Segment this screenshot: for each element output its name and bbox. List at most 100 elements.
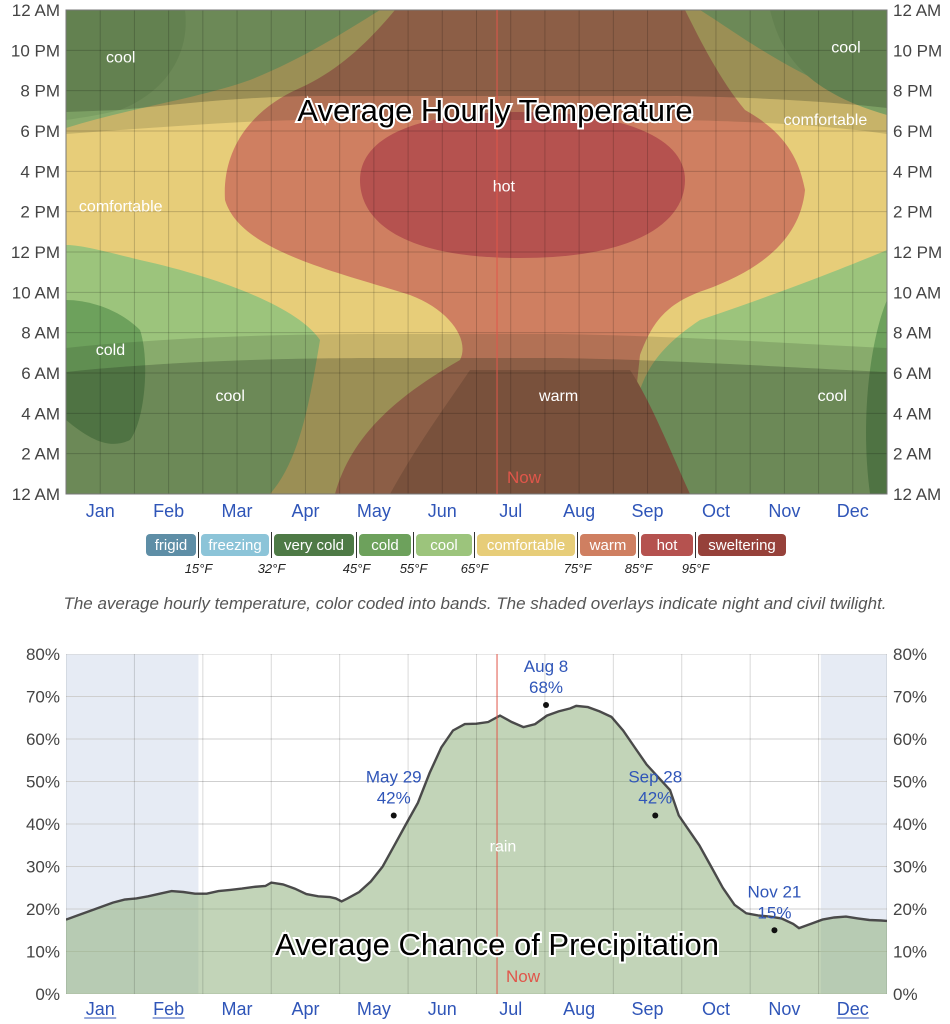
temperature-month-label: Aug	[563, 501, 595, 521]
temperature-month-label: Apr	[291, 501, 319, 521]
temperature-band-label: cool	[831, 39, 860, 56]
precip-now-label: Now	[506, 967, 541, 986]
precip-y-tick-left: 40%	[26, 815, 60, 834]
precip-annotation-date: May 29	[366, 768, 422, 787]
temperature-band-label: hot	[493, 178, 516, 195]
precip-y-tick-right: 80%	[893, 645, 927, 664]
temperature-y-tick-right: 8 AM	[893, 324, 932, 343]
precip-annotation-date: Aug 8	[524, 657, 568, 676]
temperature-y-tick-left: 4 PM	[20, 162, 60, 181]
temperature-y-tick-right: 12 AM	[893, 485, 941, 504]
twilight-overlay-evening	[66, 96, 887, 134]
temperature-chart-title: Average Hourly Temperature	[297, 93, 692, 128]
precip-month-label: Apr	[291, 999, 319, 1019]
temperature-month-label: Jun	[428, 501, 457, 521]
temperature-band-label: cool	[106, 49, 135, 66]
precip-y-tick-left: 60%	[26, 730, 60, 749]
legend-label: comfortable	[487, 537, 565, 554]
night-overlay	[66, 10, 887, 112]
temperature-y-tick-right: 6 AM	[893, 364, 932, 383]
hourly-temperature-chart: 12 AM 12 AM 10 PM 10 PM 8 PM 8 PM 6 PM 6 PM 4 PM…	[11, 1, 942, 521]
legend-threshold: 55°F	[400, 561, 429, 576]
precip-chart-title: Average Chance of Precipitation	[275, 927, 719, 962]
precip-month-label: Jan	[86, 999, 115, 1019]
precip-y-axis: 80% 80% 70% 70% 60% 60% 50% 50% 40% 40% 30% 30% 20% 2…	[26, 645, 927, 1004]
temperature-band-label: cold	[96, 342, 125, 359]
precip-month-label: Nov	[768, 999, 800, 1019]
legend-swatch	[274, 534, 354, 556]
precip-annotation-dot	[543, 702, 550, 708]
temperature-y-tick-left: 10 PM	[11, 41, 60, 60]
precip-y-tick-left: 80%	[26, 645, 60, 664]
precip-month-label: Oct	[702, 999, 730, 1019]
precip-annotation-date: Nov 21	[748, 882, 802, 901]
temperature-month-label: May	[357, 501, 391, 521]
temperature-month-label: Dec	[837, 501, 869, 521]
temperature-y-tick-left: 12 AM	[12, 485, 60, 504]
precip-annotation-dot	[771, 927, 778, 934]
temperature-y-tick-left: 8 AM	[21, 324, 60, 343]
precip-annotation-dot	[390, 812, 397, 819]
precip-month-label: Sep	[632, 999, 664, 1019]
temperature-y-tick-left: 6 AM	[21, 364, 60, 383]
precip-month-label: Feb	[153, 999, 184, 1019]
temperature-month-label: Oct	[702, 501, 730, 521]
band-warm-night-region	[390, 370, 690, 494]
temperature-month-label: Nov	[768, 501, 800, 521]
precip-month-label: Mar	[222, 999, 253, 1019]
temperature-y-tick-right: 12 PM	[893, 243, 942, 262]
precip-y-tick-right: 0%	[893, 985, 918, 1004]
night-overlay-morning	[66, 358, 887, 494]
legend-label: sweltering	[708, 537, 776, 554]
precip-month-label: May	[357, 999, 391, 1019]
legend-swatch	[146, 534, 196, 556]
temperature-legend: frigid freezing very cold cold cool comfortab…	[146, 532, 786, 576]
rain-line	[66, 704, 887, 930]
temperature-y-tick-left: 12 AM	[12, 1, 60, 20]
temperature-y-tick-left: 10 AM	[12, 283, 60, 302]
temperature-band-label: comfortable	[784, 112, 868, 129]
legend-threshold: 15°F	[185, 561, 214, 576]
temperature-y-tick-left: 8 PM	[20, 82, 60, 101]
twilight-overlay-morning	[66, 334, 887, 372]
precip-y-tick-left: 50%	[26, 773, 60, 792]
temperature-band-label: warm	[538, 388, 578, 405]
legend-swatch	[641, 534, 693, 556]
temperature-y-tick-left: 6 PM	[20, 122, 60, 141]
temperature-x-axis: Jan Feb Mar Apr May Jun Jul Aug Sep Oct Nov Dec	[86, 501, 869, 521]
temperature-month-label: Sep	[632, 501, 664, 521]
precipitation-chart: 80% 80% 70% 70% 60% 60% 50% 50% 40% 40% 30% 30% 20% 2…	[26, 645, 927, 1019]
precip-annotation-value: 15%	[757, 903, 791, 922]
legend-swatch	[698, 534, 786, 556]
temperature-band-label: comfortable	[79, 199, 163, 216]
precip-annotation-value: 42%	[638, 789, 672, 808]
temperature-y-tick-left: 12 PM	[11, 243, 60, 262]
legend-swatch	[477, 534, 575, 556]
legend-label: warm	[589, 537, 627, 554]
legend-threshold: 32°F	[258, 561, 287, 576]
band-cool-topright-region	[770, 10, 887, 115]
precip-annotations: May 29 42% Aug 8 68% Sep 28 42% Nov 21 15%	[366, 657, 802, 934]
band-cold-right-region	[866, 300, 887, 494]
temperature-y-tick-left: 2 AM	[21, 445, 60, 464]
legend-swatch	[416, 534, 472, 556]
precip-y-tick-left: 30%	[26, 858, 60, 877]
temperature-y-tick-right: 6 PM	[893, 122, 933, 141]
precip-month-label: Dec	[837, 999, 869, 1019]
precip-y-tick-right: 70%	[893, 688, 927, 707]
temperature-band-label: cool	[216, 388, 245, 405]
temperature-y-tick-right: 10 PM	[893, 41, 942, 60]
temperature-y-axis: 12 AM 12 AM 10 PM 10 PM 8 PM 8 PM 6 PM 6 PM 4 PM…	[11, 1, 942, 504]
precip-y-tick-right: 60%	[893, 730, 927, 749]
temperature-month-label: Feb	[153, 501, 184, 521]
temperature-y-tick-right: 12 AM	[893, 1, 941, 20]
temperature-caption: The average hourly temperature, color co…	[63, 594, 887, 613]
legend-threshold: 45°F	[343, 561, 372, 576]
precip-y-tick-right: 30%	[893, 858, 927, 877]
precip-annotation-dot	[652, 812, 659, 819]
legend-label: cool	[430, 537, 458, 554]
temperature-y-tick-left: 4 AM	[21, 404, 60, 423]
temperature-band-label: cool	[818, 388, 847, 405]
temperature-now-label: Now	[507, 468, 542, 487]
